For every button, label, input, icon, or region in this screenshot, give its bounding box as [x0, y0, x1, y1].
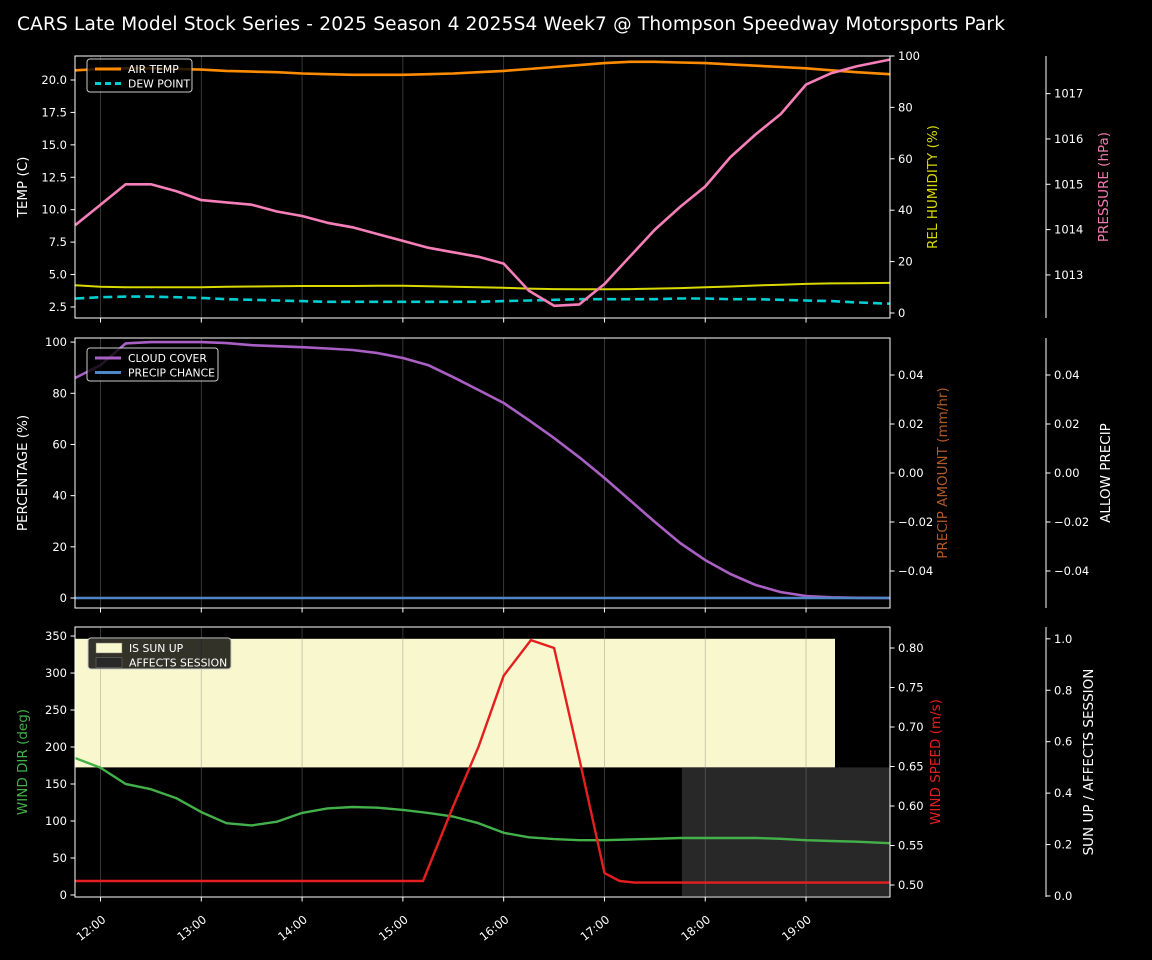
pct-tick-label: 40 — [52, 489, 67, 503]
precip_amt-tick-label: 0.02 — [898, 417, 924, 431]
temp-tick-label: 5.0 — [49, 268, 67, 282]
pressure-axis-label: PRESSURE (hPa) — [1096, 132, 1112, 242]
pct-tick-label: 20 — [52, 540, 67, 554]
figure-title: CARS Late Model Stock Series - 2025 Seas… — [17, 14, 1006, 35]
humidity-tick-label: 20 — [898, 255, 913, 269]
legend-box — [86, 58, 193, 93]
temp-tick-label: 12.5 — [41, 170, 67, 184]
pressure-tick-label: 1013 — [1054, 268, 1083, 282]
x-tick-label: 16:00 — [477, 912, 512, 943]
wind_dir-tick-label: 300 — [45, 666, 67, 680]
humidity-tick-label: 60 — [898, 152, 913, 166]
wind_speed-tick-label: 0.80 — [898, 641, 924, 655]
legend-label: AFFECTS SESSION — [129, 656, 227, 669]
pct-tick-label: 60 — [52, 437, 67, 451]
wind_speed-tick-label: 0.75 — [898, 681, 924, 695]
wind-dir-line — [75, 756, 890, 845]
x-tick-label: 18:00 — [678, 912, 713, 943]
x-tick-label: 14:00 — [275, 912, 310, 943]
legend-label: AIR TEMP — [128, 63, 179, 76]
pct-axis-label: PERCENTAGE (%) — [15, 415, 31, 531]
cloud-precip-panel: 0 20 40 60 80 100 PERCENTAGE (%) 0.04 0.02 0.00 −0… — [15, 335, 1114, 613]
cloud-cover-line — [75, 340, 890, 600]
temp-tick-label: 2.5 — [49, 300, 67, 314]
x-tick-label: 15:00 — [376, 912, 411, 943]
legend-swatch-patch — [95, 642, 123, 654]
sun-tick-label: 0.6 — [1054, 735, 1072, 749]
pct-tick-label: 100 — [45, 335, 67, 349]
pressure-tick-label: 1015 — [1054, 177, 1083, 191]
precip_amt-tick-label: 0.04 — [898, 368, 924, 382]
humidity-tick-label: 80 — [898, 100, 913, 114]
wind_dir-axis-label: WIND DIR (deg) — [15, 709, 31, 815]
sun-tick-label: 0.2 — [1054, 838, 1072, 852]
sun-tick-label: 0.8 — [1054, 683, 1072, 697]
wind_dir-tick-label: 200 — [45, 740, 67, 754]
wind_speed-tick-label: 0.55 — [898, 838, 924, 852]
temp-tick-label: 10.0 — [41, 203, 67, 217]
sun-axis-label: SUN UP / AFFECTS SESSION — [1081, 669, 1097, 856]
rel-humidity-line — [75, 281, 890, 291]
wind_dir-tick-label: 150 — [45, 777, 67, 791]
legend-label: IS SUN UP — [129, 642, 184, 655]
wind-speed-line — [75, 638, 890, 884]
legend-label: CLOUD COVER — [128, 352, 207, 365]
allow_precip-tick-label: 0.04 — [1054, 368, 1080, 382]
temp-tick-label: 20.0 — [41, 73, 67, 87]
sun-tick-label: 0.0 — [1054, 889, 1072, 903]
humidity-tick-label: 100 — [898, 49, 920, 63]
allow_precip-tick-label: −0.04 — [1054, 564, 1089, 578]
temp-tick-label: 7.5 — [49, 235, 67, 249]
plot-frame — [74, 55, 891, 319]
wind_speed-tick-label: 0.70 — [898, 720, 924, 734]
precip_amt-tick-label: −0.02 — [898, 515, 933, 529]
sun-tick-label: 0.4 — [1054, 786, 1072, 800]
x-tick-label: 12:00 — [74, 912, 109, 943]
wind-sun-panel: 12:00 13:00 14:00 15:00 16:00 17:00 18:00 19:00… — [15, 626, 1097, 944]
pressure-tick-label: 1014 — [1054, 223, 1083, 237]
pressure-tick-label: 1016 — [1054, 132, 1083, 146]
wind_speed-tick-label: 0.65 — [898, 760, 924, 774]
allow_precip-axis-label: ALLOW PRECIP — [1098, 423, 1114, 523]
wind_dir-tick-label: 100 — [45, 814, 67, 828]
legend-box — [87, 637, 232, 670]
temp-axis-label: TEMP (C) — [15, 157, 31, 219]
precip_amt-axis-label: PRECIP AMOUNT (mm/hr) — [935, 387, 951, 558]
x-tick-label: 13:00 — [174, 912, 209, 943]
allow_precip-tick-label: 0.02 — [1054, 417, 1080, 431]
affects-session-region — [681, 767, 890, 896]
precip_amt-tick-label: −0.04 — [898, 564, 933, 578]
wind_dir-tick-label: 0 — [60, 888, 67, 902]
pct-tick-label: 0 — [60, 591, 67, 605]
humidity-axis-label: REL HUMIDITY (%) — [925, 125, 941, 249]
pressure-tick-label: 1017 — [1054, 87, 1083, 101]
pressure-line — [75, 58, 890, 308]
legend-swatch-patch — [95, 657, 123, 668]
wind_dir-tick-label: 350 — [45, 629, 67, 643]
air-temp-line — [75, 60, 890, 77]
wind_speed-axis-label: WIND SPEED (m/s) — [928, 699, 944, 825]
wind_speed-tick-label: 0.60 — [898, 799, 924, 813]
wind_dir-tick-label: 50 — [52, 851, 67, 865]
x-tick-label: 19:00 — [779, 912, 814, 943]
humidity-tick-label: 40 — [898, 203, 913, 217]
wind_speed-tick-label: 0.50 — [898, 878, 924, 892]
temperature-humidity-pressure-panel: 2.5 5.0 7.5 10.0 12.5 15.0 17.5 20.0 TEMP (C) 0 20… — [15, 49, 1112, 323]
sun-tick-label: 1.0 — [1054, 632, 1072, 646]
legend-label: DEW POINT — [128, 77, 191, 90]
allow_precip-tick-label: 0.00 — [1054, 466, 1080, 480]
legend-label: PRECIP CHANCE — [128, 366, 215, 379]
pct-tick-label: 80 — [52, 386, 67, 400]
dew-point-line — [75, 295, 890, 305]
humidity-tick-label: 0 — [898, 306, 905, 320]
temp-tick-label: 15.0 — [41, 138, 67, 152]
precip_amt-tick-label: 0.00 — [898, 466, 924, 480]
temp-tick-label: 17.5 — [41, 105, 67, 119]
plot-frame — [74, 626, 891, 898]
x-tick-label: 17:00 — [578, 912, 613, 943]
wind_dir-tick-label: 250 — [45, 703, 67, 717]
allow_precip-tick-label: −0.02 — [1054, 515, 1089, 529]
